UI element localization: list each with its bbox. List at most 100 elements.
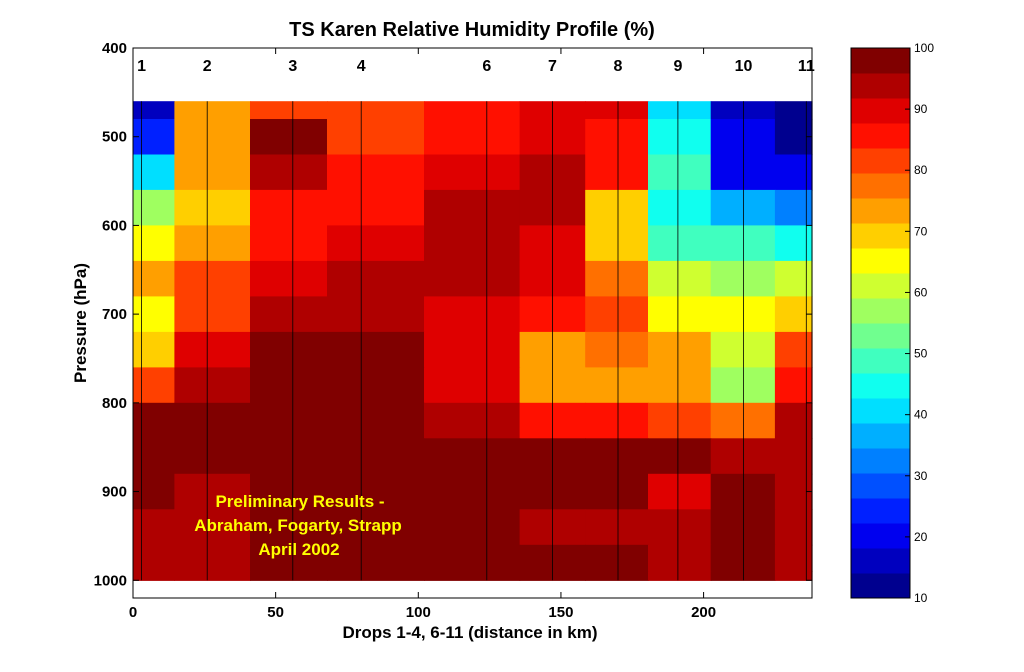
heatmap-cell [774, 101, 813, 120]
heatmap-cell [250, 260, 328, 297]
colorbar-tick-label: 70 [914, 224, 928, 238]
heatmap-cell [174, 296, 251, 333]
y-tick-label: 500 [102, 129, 127, 146]
heatmap-cell [424, 296, 521, 333]
heatmap-cell [327, 331, 425, 368]
colorbar-swatch [851, 298, 910, 324]
colorbar-swatch [851, 473, 910, 499]
colorbar-swatch [851, 523, 910, 549]
heatmap-cell [327, 189, 425, 226]
heatmap-cell [648, 296, 712, 333]
heatmap-cell [585, 367, 649, 404]
heatmap-cell [133, 509, 175, 546]
heatmap-cell [250, 296, 328, 333]
x-tick-label: 100 [406, 604, 431, 621]
drop-label: 2 [203, 58, 212, 75]
colorbar-swatch [851, 248, 910, 274]
plot-frame [132, 47, 813, 599]
heatmap-cell [174, 571, 251, 581]
colorbar-swatch [851, 348, 910, 374]
heatmap-cell [133, 402, 175, 439]
drop-label: 3 [288, 58, 297, 75]
heatmap-cell [648, 119, 712, 156]
heatmap-cell [250, 225, 328, 262]
heatmap-cell [174, 225, 251, 262]
x-axis-label: Drops 1-4, 6-11 (distance in km) [342, 623, 597, 642]
heatmap-cell [585, 544, 649, 572]
heatmap-cell [133, 189, 175, 226]
heatmap-cell [250, 367, 328, 404]
heatmap-cell [774, 189, 813, 226]
colorbar-swatch [851, 323, 910, 349]
heatmap-cell [648, 260, 712, 297]
heatmap-cell [648, 225, 712, 262]
heatmap-cell [327, 402, 425, 439]
heatmap-cell [424, 189, 521, 226]
heatmap-cell [424, 154, 521, 191]
heatmap-cell [327, 119, 425, 156]
heatmap-cell [327, 438, 425, 475]
heatmap-cell [774, 260, 813, 297]
chart-title: TS Karen Relative Humidity Profile (%) [289, 19, 655, 41]
y-tick-label: 700 [102, 306, 127, 323]
heatmap-cell [174, 101, 251, 120]
heatmap-cell [133, 544, 175, 572]
annotation-line-2: Abraham, Fogarty, Strapp [194, 516, 402, 535]
colorbar-swatch [851, 398, 910, 424]
heatmap-cell [133, 154, 175, 191]
colorbar-tick-label: 50 [914, 347, 928, 361]
heatmap-cell [133, 438, 175, 475]
heatmap-cell [648, 154, 712, 191]
heatmap-cell [585, 509, 649, 546]
heatmap-cell [585, 189, 649, 226]
heatmap-cell [327, 296, 425, 333]
drop-lines [141, 101, 807, 581]
heatmap-cell [648, 571, 712, 581]
heatmap-cell [133, 119, 175, 156]
heatmap-cell [133, 473, 175, 510]
heatmap-cell [585, 260, 649, 297]
colorbar-tick-label: 40 [914, 408, 928, 422]
y-tick-label: 900 [102, 484, 127, 501]
drop-label: 7 [548, 58, 557, 75]
heatmap-cell [174, 189, 251, 226]
heatmap-cell [424, 101, 521, 120]
heatmap-cell [774, 225, 813, 262]
drop-label: 8 [614, 58, 623, 75]
heatmap-cell [424, 331, 521, 368]
drop-label: 1 [137, 58, 146, 75]
colorbar-swatch [851, 173, 910, 199]
heatmap-cell [250, 154, 328, 191]
drop-label: 9 [673, 58, 682, 75]
heatmap-cell [648, 544, 712, 572]
heatmap-cell [327, 571, 425, 581]
heatmap-cell [424, 544, 521, 572]
heatmap-cell [250, 544, 328, 572]
heatmap-cell [585, 571, 649, 581]
heatmap-cell [250, 438, 328, 475]
heatmap-cell [327, 225, 425, 262]
colorbar-tick-label: 10 [914, 591, 928, 605]
heatmap-cell [174, 119, 251, 156]
heatmap-cell [774, 438, 813, 475]
heatmap-cell [133, 225, 175, 262]
colorbar-tick-label: 30 [914, 469, 928, 483]
heatmap-cell [174, 331, 251, 368]
drop-labels: 1 2 3 4 6 7 8 9 10 11 [137, 58, 815, 75]
heatmap-cell [774, 367, 813, 404]
colorbar-frame [850, 47, 911, 599]
drop-label: 6 [482, 58, 491, 75]
heatmap-cell [648, 367, 712, 404]
heatmap-cell [774, 154, 813, 191]
colorbar-swatch [851, 273, 910, 299]
drop-label: 11 [798, 58, 815, 75]
heatmap-cell [648, 438, 712, 475]
heatmap-cell [424, 473, 521, 510]
colorbar-swatch [851, 73, 910, 99]
heatmap-cell [174, 367, 251, 404]
colorbar-swatch [851, 148, 910, 174]
heatmap-cell [424, 119, 521, 156]
heatmap-cell [327, 509, 425, 546]
colorbar-swatch [851, 198, 910, 224]
heatmap-cell [424, 402, 521, 439]
